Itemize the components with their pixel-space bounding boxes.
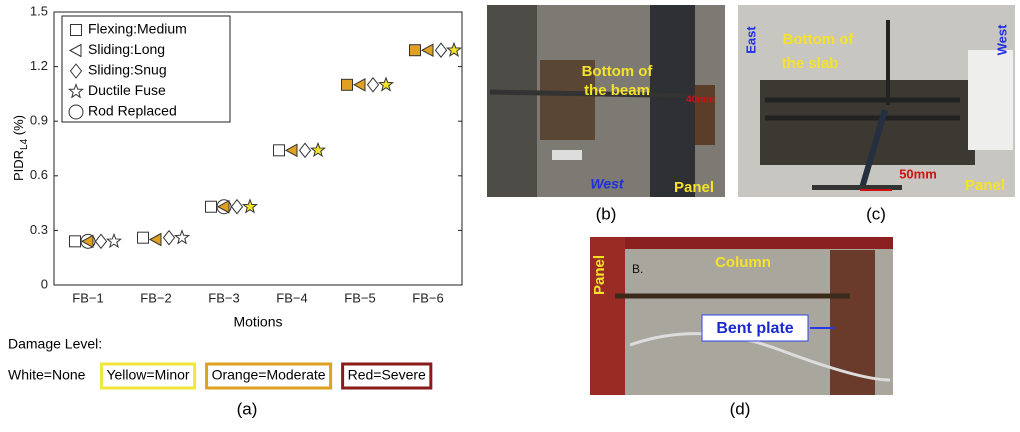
point xyxy=(410,45,421,56)
caption: (b) xyxy=(596,204,617,223)
x-axis-label: Motions xyxy=(233,314,282,330)
damage-level-label: Red=Severe xyxy=(348,367,426,383)
damage-level-label: White=None xyxy=(8,367,86,383)
photo-label: Bottom of xyxy=(582,63,654,80)
point xyxy=(206,201,217,212)
y-tick-label: 1.2 xyxy=(30,58,48,73)
point xyxy=(138,232,149,243)
y-label-main: PIDR xyxy=(11,150,26,181)
damage-title: Damage Level: xyxy=(8,336,102,352)
photo-c: East Bottom of the slab West 50mm Panel xyxy=(738,5,1015,197)
photo-label: Panel xyxy=(591,255,608,295)
caption: (c) xyxy=(866,204,886,223)
dimension-label: 50mm xyxy=(899,166,937,181)
x-tick-label: FB−1 xyxy=(72,290,103,305)
point xyxy=(342,79,353,90)
legend-label: Flexing:Medium xyxy=(88,21,187,37)
damage-level-label: Orange=Moderate xyxy=(212,367,326,383)
legend-label: Sliding:Snug xyxy=(88,62,167,78)
legend-label: Sliding:Long xyxy=(88,41,165,57)
photo-label: Column xyxy=(715,254,771,271)
caption: (a) xyxy=(237,399,258,418)
point xyxy=(70,236,81,247)
x-tick-label: FB−2 xyxy=(140,290,171,305)
direction-label: West xyxy=(994,24,1009,55)
photo-b: Bottom of the beam 40mm West Panel xyxy=(487,5,725,197)
page: PIDRL4 (%) Motions Damage Level: (a) Bot… xyxy=(0,0,1020,432)
dimension-label: 40mm xyxy=(686,95,715,106)
x-tick-label: FB−6 xyxy=(412,290,443,305)
x-tick-label: FB−3 xyxy=(208,290,239,305)
photo-mark: B. xyxy=(632,262,643,276)
direction-label: West xyxy=(590,176,625,192)
point xyxy=(274,145,285,156)
damage-level-label: Yellow=Minor xyxy=(106,367,189,383)
y-axis-label: PIDRL4 (%) xyxy=(11,115,29,181)
x-tick-label: FB−4 xyxy=(276,290,307,305)
legend-label: Ductile Fuse xyxy=(88,82,166,98)
legend-key xyxy=(71,25,82,36)
y-tick-label: 0.9 xyxy=(30,113,48,128)
photo-label: Bottom of xyxy=(783,31,855,48)
callout-label: Bent plate xyxy=(716,320,793,337)
photo-label: Panel xyxy=(965,177,1005,194)
caption: (d) xyxy=(730,399,751,418)
photo-label: the beam xyxy=(584,82,650,99)
photo-label: the slab xyxy=(782,55,839,72)
y-tick-label: 0 xyxy=(41,276,48,291)
y-tick-label: 0.3 xyxy=(30,222,48,237)
y-label-sub: L4 xyxy=(19,138,30,150)
direction-label: East xyxy=(743,26,758,54)
x-tick-label: FB−5 xyxy=(344,290,375,305)
figure: PIDRL4 (%) Motions Damage Level: (a) Bot… xyxy=(0,0,1020,427)
y-tick-label: 0.6 xyxy=(30,167,48,182)
photo-d: B. Column Panel Bent plate xyxy=(590,237,893,395)
legend-label: Rod Replaced xyxy=(88,103,177,119)
y-tick-label: 1.5 xyxy=(30,3,48,18)
y-label-suffix: (%) xyxy=(11,115,26,139)
photo-label: Panel xyxy=(674,179,714,196)
